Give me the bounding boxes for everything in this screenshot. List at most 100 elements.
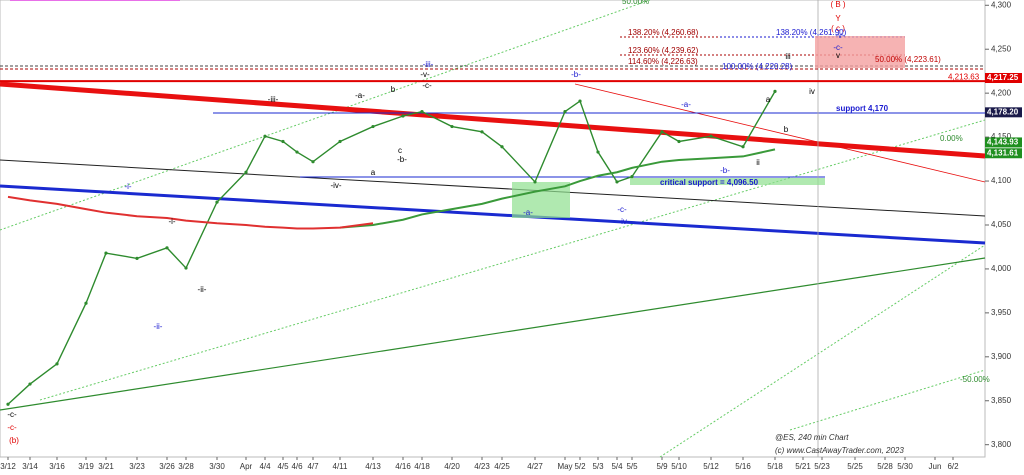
x-tick-label: 3/28 xyxy=(178,462,194,471)
price-point xyxy=(295,150,299,154)
annotation: -ii- xyxy=(154,322,163,331)
x-tick-label: 4/11 xyxy=(333,462,349,471)
price-point xyxy=(615,180,619,184)
y-tick-label: 4,300 xyxy=(991,0,1012,9)
price-point xyxy=(630,175,634,179)
x-tick-label: 4/27 xyxy=(527,462,543,471)
annotation: -i- xyxy=(168,217,175,226)
annotation: -b- xyxy=(397,155,407,164)
price-tag xyxy=(985,72,1022,83)
annotation: -v- xyxy=(420,70,430,79)
x-tick-label: 5/2 xyxy=(574,462,586,471)
annotation: -iv- xyxy=(330,181,341,190)
price-point xyxy=(263,134,267,138)
price-tag-label: 4,217.25 xyxy=(987,73,1019,82)
annotation: (b) xyxy=(9,436,19,445)
price-point xyxy=(135,256,139,260)
price-line xyxy=(7,195,374,230)
support-zone xyxy=(630,178,825,185)
annotation: -ii- xyxy=(198,285,207,294)
price-point xyxy=(104,251,108,255)
price-point xyxy=(660,130,664,134)
x-tick-label: May xyxy=(557,462,572,471)
annotation: -c- xyxy=(422,81,432,90)
annotation: b xyxy=(784,125,789,134)
annotation: 114.60% (4,226.63) xyxy=(628,57,698,66)
annotation: -50.00% xyxy=(960,375,990,384)
x-tick-label: 3/26 xyxy=(159,462,175,471)
x-tick-label: 3/14 xyxy=(22,462,38,471)
channel-line xyxy=(39,119,986,401)
x-tick-label: 5/12 xyxy=(703,462,719,471)
annotation: 50.00% xyxy=(622,0,649,6)
price-point xyxy=(420,110,424,114)
y-tick-label: 4,000 xyxy=(991,264,1012,273)
y-tick-label: 4,050 xyxy=(991,220,1012,229)
annotation: c xyxy=(398,146,402,155)
price-point xyxy=(709,134,713,138)
x-tick-label: 3/16 xyxy=(49,462,65,471)
price-point xyxy=(773,89,777,93)
y-tick-label: 3,850 xyxy=(991,396,1012,405)
y-tick-label: 3,950 xyxy=(991,308,1012,317)
annotation: -i- xyxy=(124,182,131,191)
x-tick-label: 5/10 xyxy=(671,462,687,471)
price-point xyxy=(184,266,188,270)
price-point xyxy=(281,139,285,144)
x-tick-label: 5/21 xyxy=(795,462,811,471)
y-tick-label: 4,100 xyxy=(991,176,1012,185)
price-point xyxy=(55,362,59,366)
y-tick-label: 4,200 xyxy=(991,88,1012,97)
x-tick-label: 4/6 xyxy=(291,462,303,471)
annotation: a xyxy=(766,95,771,104)
x-tick-label: Apr xyxy=(240,462,253,471)
annotation: iv xyxy=(809,87,815,96)
price-point xyxy=(371,124,375,129)
price-point xyxy=(311,160,315,164)
channel-line xyxy=(659,244,986,458)
x-tick-label: 4/18 xyxy=(414,462,430,471)
price-line xyxy=(339,148,776,229)
annotation: -b- xyxy=(571,70,581,79)
trend-line xyxy=(0,159,986,217)
channel-line xyxy=(0,0,651,231)
x-tick-label: 5/25 xyxy=(847,462,863,471)
annotation: -c- xyxy=(833,43,843,52)
level-label: 4,213.63 xyxy=(948,72,980,81)
price-point xyxy=(563,110,567,114)
x-tick-label: 5/30 xyxy=(897,462,913,471)
annotation: -c- xyxy=(7,410,17,419)
price-point xyxy=(244,170,248,174)
trend-line xyxy=(574,83,986,183)
annotation: -a- xyxy=(523,208,533,217)
annotation: 100.00% (4,220.28) xyxy=(722,62,793,71)
price-point xyxy=(6,402,10,406)
x-tick-label: 4/4 xyxy=(259,462,271,471)
x-tick-label: 4/5 xyxy=(277,462,289,471)
annotation: -a- xyxy=(681,100,691,109)
annotation: ( B ) xyxy=(830,0,845,9)
y-tick-label: 4,250 xyxy=(991,44,1012,53)
trend-line xyxy=(0,184,986,245)
annotation: ( c ) xyxy=(831,24,845,33)
annotation: ii xyxy=(756,158,760,167)
price-line xyxy=(7,91,776,405)
price-tag xyxy=(985,137,1022,148)
price-point xyxy=(677,139,681,144)
price-point xyxy=(533,180,537,184)
price-point xyxy=(165,246,169,250)
x-tick-label: 5/18 xyxy=(767,462,783,471)
x-tick-label: 4/25 xyxy=(494,462,510,471)
x-tick-label: 3/30 xyxy=(209,462,225,471)
price-point xyxy=(215,200,219,204)
x-tick-label: 4/16 xyxy=(395,462,411,471)
price-tag xyxy=(985,148,1022,159)
x-tick-label: 3/23 xyxy=(129,462,145,471)
trend-line xyxy=(0,257,986,411)
annotation: 138.20% (4,261.90) xyxy=(776,28,847,37)
target-zone xyxy=(815,36,905,68)
price-tag-label: 4,178.20 xyxy=(987,107,1019,116)
price-point xyxy=(596,150,600,154)
annotation: a xyxy=(371,168,376,177)
